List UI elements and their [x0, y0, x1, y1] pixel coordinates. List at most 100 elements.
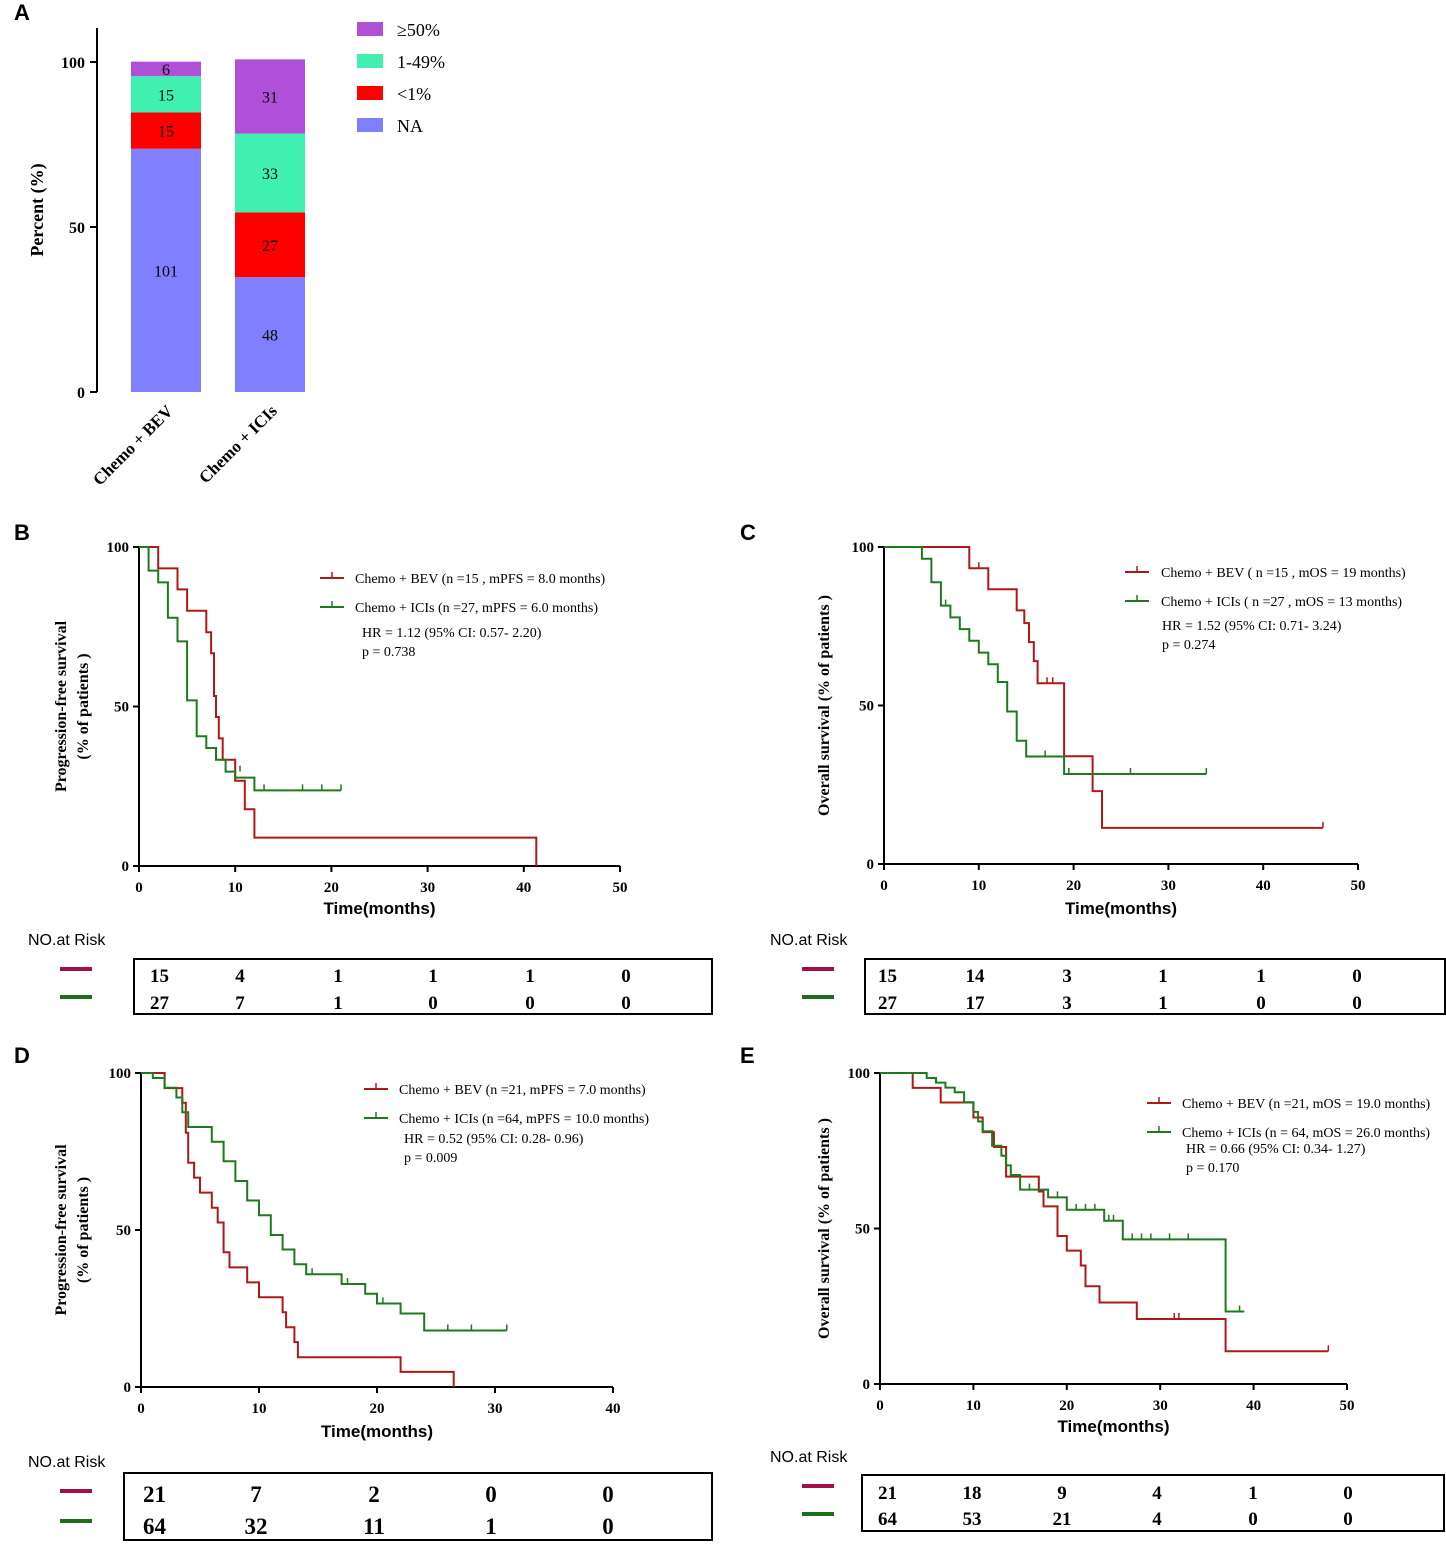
x-tick-label: 40 [606, 1401, 621, 1417]
risk-cell: 1 [333, 966, 343, 987]
risk-cell: 0 [525, 993, 535, 1014]
stat-annotation: p = 0.274 [1162, 638, 1215, 653]
legend-label: Chemo + ICIs (n = 64, mOS = 26.0 months) [1182, 1126, 1430, 1141]
legend-label: <1% [397, 84, 431, 104]
risk-cell: 4 [235, 966, 245, 987]
risk-table-title: NO.at Risk [28, 932, 106, 949]
risk-cell: 0 [1256, 993, 1266, 1014]
panel-label-a: A [14, 0, 30, 25]
x-tick-label: 0 [137, 1401, 145, 1417]
legend-label: Chemo + BEV (n =15 , mPFS = 8.0 months) [355, 572, 606, 587]
km-curve-icis [884, 546, 1207, 775]
risk-cell: 27 [878, 993, 898, 1014]
bar-count-label: 101 [154, 263, 178, 280]
bar-count-label: 6 [162, 62, 170, 79]
y-tick-label: 0 [863, 1377, 871, 1393]
x-tick-label: 20 [324, 880, 339, 896]
risk-cell: 7 [250, 1482, 262, 1507]
legend-label: Chemo + BEV (n =21, mOS = 19.0 months) [1182, 1097, 1431, 1112]
risk-cell: 11 [363, 1514, 385, 1539]
risk-cell: 9 [1057, 1483, 1067, 1504]
bar-segment [131, 148, 201, 392]
stat-annotation: HR = 1.12 (95% CI: 0.57- 2.20) [362, 626, 542, 641]
stat-annotation: p = 0.009 [404, 1151, 457, 1166]
x-tick-label: 20 [1059, 1398, 1074, 1414]
risk-cell: 0 [621, 993, 631, 1014]
x-tick-label: 30 [420, 880, 435, 896]
bar-count-label: 15 [158, 124, 174, 141]
x-tick-label: 50 [613, 880, 628, 896]
x-tick-label: 10 [971, 878, 986, 894]
x-axis-label: Time(months) [321, 1422, 433, 1441]
risk-table-box [864, 958, 1446, 1015]
risk-cell: 0 [602, 1482, 614, 1507]
risk-cell: 1 [1256, 966, 1266, 987]
x-category-label: Chemo + BEV [89, 401, 177, 489]
risk-cell: 1 [1158, 993, 1168, 1014]
legend-label: Chemo + BEV ( n =15 , mOS = 19 months) [1161, 566, 1406, 581]
x-axis-label: Time(months) [1065, 899, 1177, 918]
legend-swatch [357, 118, 383, 132]
x-axis-label: Time(months) [1057, 1417, 1169, 1436]
y-axis-label: Progression-free survival [53, 1144, 70, 1316]
km-curve-icis [141, 1072, 507, 1332]
legend-swatch [357, 86, 383, 100]
y-axis-label: (% of patients ) [75, 1177, 92, 1283]
legend-swatch [357, 54, 383, 68]
risk-cell: 4 [1152, 1509, 1162, 1530]
risk-cell: 3 [1062, 993, 1072, 1014]
y-tick-label: 100 [107, 540, 130, 556]
risk-cell: 32 [245, 1514, 268, 1539]
risk-cell: 0 [1352, 966, 1362, 987]
risk-cell: 64 [143, 1514, 167, 1539]
risk-cell: 1 [1248, 1483, 1258, 1504]
legend-label: NA [397, 116, 423, 136]
risk-cell: 15 [878, 966, 897, 987]
risk-cell: 21 [878, 1483, 897, 1504]
x-tick-label: 0 [876, 1398, 884, 1414]
legend-label: Chemo + BEV (n =21, mPFS = 7.0 months) [399, 1083, 646, 1098]
y-tick-label: 100 [852, 540, 875, 556]
y-tick-label: 0 [122, 859, 130, 875]
risk-cell: 2 [368, 1482, 380, 1507]
x-tick-label: 50 [1340, 1398, 1355, 1414]
risk-cell: 1 [333, 993, 343, 1014]
x-tick-label: 0 [880, 878, 888, 894]
stat-annotation: p = 0.738 [362, 645, 415, 660]
x-category-label: Chemo + ICIs [195, 401, 281, 487]
legend-label: Chemo + ICIs (n =27, mPFS = 6.0 months) [355, 601, 598, 616]
km-curve-icis [139, 546, 341, 792]
y-tick-label: 100 [848, 1066, 871, 1082]
y-tick-label: 100 [109, 1066, 132, 1082]
risk-cell: 0 [1343, 1509, 1353, 1530]
km-curve-bev [141, 1072, 455, 1387]
x-tick-label: 10 [252, 1401, 267, 1417]
y-tick-label: 50 [859, 699, 874, 715]
stat-annotation: HR = 0.66 (95% CI: 0.34- 1.27) [1186, 1142, 1366, 1157]
y-tick-label: 0 [77, 385, 85, 402]
y-tick-label: 50 [114, 700, 129, 716]
legend-label: Chemo + ICIs (n =64, mPFS = 10.0 months) [399, 1112, 649, 1127]
risk-cell: 7 [235, 993, 245, 1014]
risk-cell: 17 [966, 993, 986, 1014]
risk-cell: 18 [963, 1483, 982, 1504]
risk-cell: 1 [485, 1514, 497, 1539]
risk-cell: 0 [1352, 993, 1362, 1014]
y-tick-label: 0 [124, 1380, 132, 1396]
bar-segment [131, 61, 201, 77]
risk-cell: 1 [525, 966, 535, 987]
y-tick-label: 50 [69, 220, 85, 237]
legend-swatch [357, 22, 383, 36]
panel-label-b: B [14, 520, 30, 545]
risk-table-title: NO.at Risk [28, 1454, 106, 1471]
risk-table-title: NO.at Risk [770, 932, 848, 949]
risk-table-box [123, 1472, 713, 1541]
risk-table-box [861, 1474, 1445, 1532]
x-tick-label: 10 [966, 1398, 981, 1414]
panel-label-d: D [14, 1043, 30, 1068]
risk-cell: 1 [1158, 966, 1168, 987]
x-tick-label: 30 [488, 1401, 503, 1417]
y-axis-label: Percent (%) [27, 163, 48, 256]
